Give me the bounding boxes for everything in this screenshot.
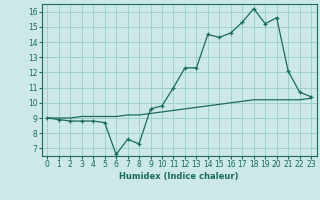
X-axis label: Humidex (Indice chaleur): Humidex (Indice chaleur) — [119, 172, 239, 181]
